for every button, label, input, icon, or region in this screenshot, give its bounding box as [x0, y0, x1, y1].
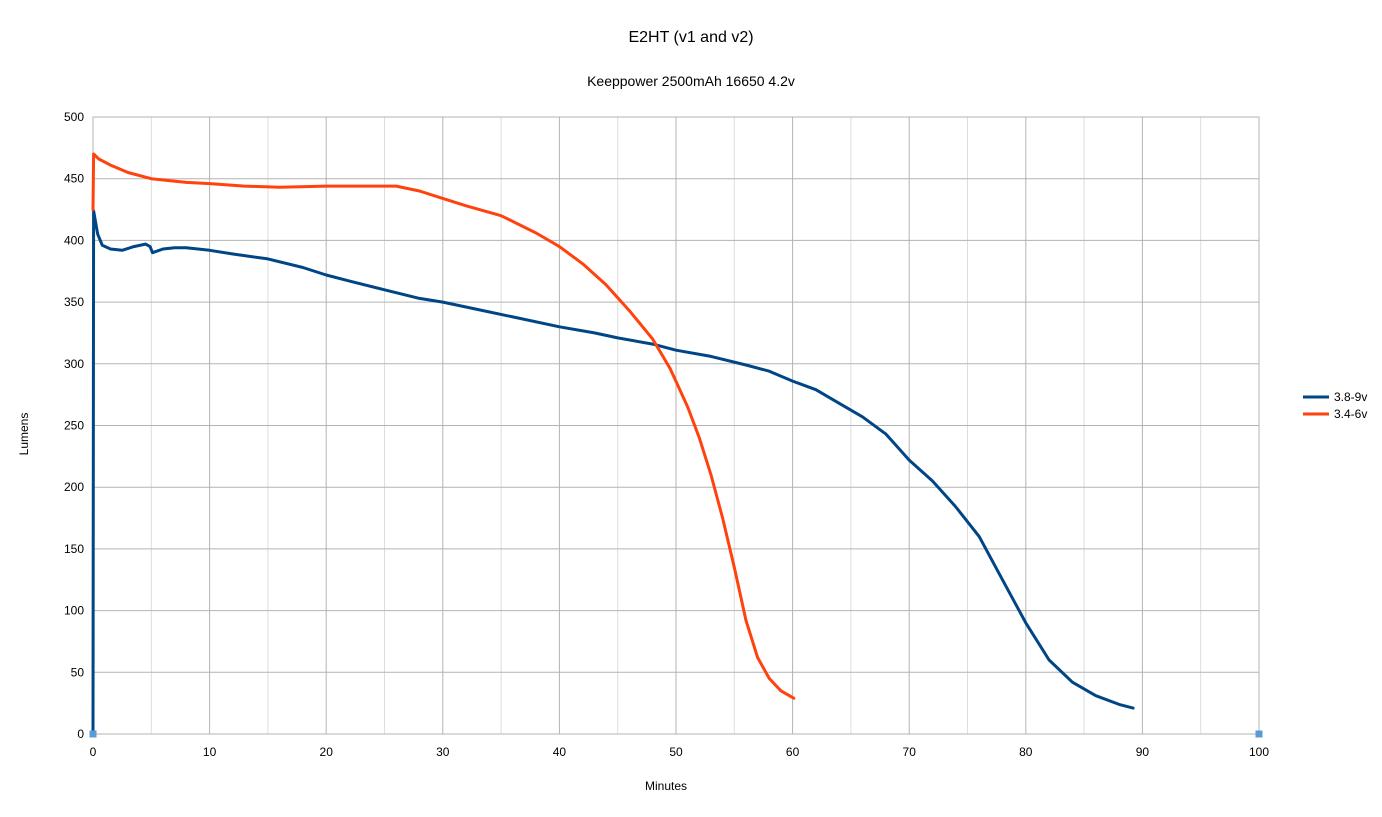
series-marker	[89, 730, 97, 738]
y-tick-label: 250	[64, 419, 84, 433]
x-tick-label: 80	[1019, 745, 1033, 759]
chart-title: E2HT (v1 and v2)	[628, 29, 753, 46]
y-tick-label: 100	[64, 604, 84, 618]
x-axis-label: Minutes	[645, 779, 687, 793]
series-marker	[1255, 730, 1263, 738]
y-tick-label: 200	[64, 480, 84, 494]
x-tick-label: 30	[436, 745, 450, 759]
tick-labels: 0 10 20 30 40 50 60 70 80 90 100 0 50 100 150 200 250 300…	[64, 110, 1269, 759]
y-tick-label: 50	[71, 665, 85, 679]
series-line-3.8-9v	[91, 209, 1135, 736]
x-tick-label: 70	[903, 745, 917, 759]
x-tick-label: 0	[90, 745, 97, 759]
legend-label: 3.4-6v	[1334, 407, 1367, 421]
x-tick-label: 60	[786, 745, 800, 759]
x-tick-label: 90	[1136, 745, 1150, 759]
x-tick-label: 100	[1249, 745, 1269, 759]
y-tick-label: 300	[64, 357, 84, 371]
grid	[92, 116, 1260, 735]
y-tick-label: 350	[64, 295, 84, 309]
chart-subtitle: Keeppower 2500mAh 16650 4.2v	[587, 73, 795, 89]
y-tick-label: 500	[64, 110, 84, 124]
y-tick-label: 400	[64, 233, 84, 247]
series-lines	[89, 152, 1263, 738]
x-tick-label: 50	[669, 745, 683, 759]
legend-label: 3.8-9v	[1334, 390, 1367, 404]
x-tick-label: 10	[203, 745, 217, 759]
legend: 3.8-9v 3.4-6v	[1303, 390, 1367, 421]
series-line-3.4-6v	[91, 152, 796, 700]
y-axis-label: Lumens	[17, 413, 31, 456]
x-tick-label: 40	[553, 745, 567, 759]
y-tick-label: 150	[64, 542, 84, 556]
x-tick-label: 20	[320, 745, 334, 759]
y-tick-label: 0	[77, 727, 84, 741]
y-tick-label: 450	[64, 172, 84, 186]
